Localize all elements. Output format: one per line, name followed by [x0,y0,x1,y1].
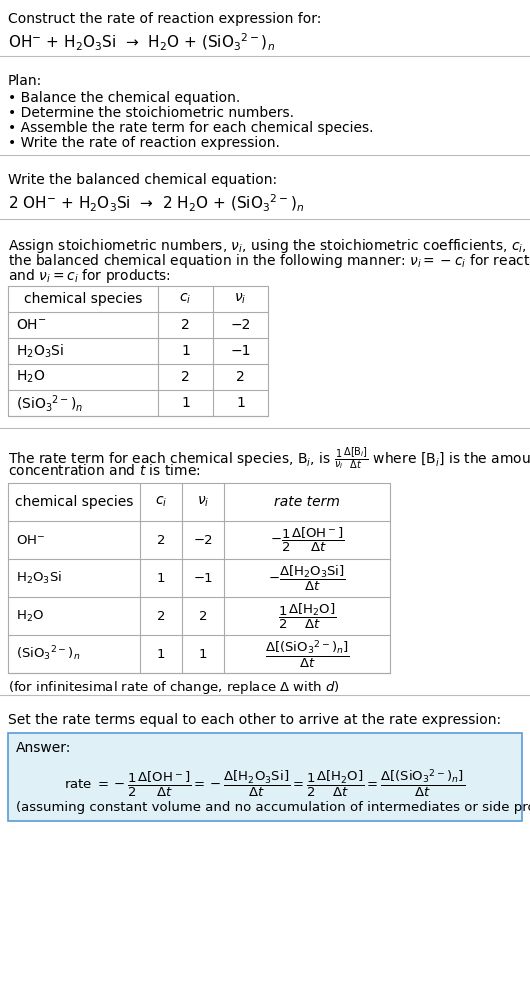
Text: $\dfrac{\Delta[(\mathrm{SiO_3}^{2-})_n]}{\Delta t}$: $\dfrac{\Delta[(\mathrm{SiO_3}^{2-})_n]}… [264,638,349,670]
Text: (for infinitesimal rate of change, replace Δ with $d$): (for infinitesimal rate of change, repla… [8,679,340,696]
Text: 1: 1 [181,344,190,358]
Text: H$_2$O: H$_2$O [16,369,45,385]
Text: $c_i$: $c_i$ [179,292,192,307]
Text: 1: 1 [199,648,207,661]
Text: 2: 2 [199,609,207,623]
Text: −1: −1 [193,571,213,584]
Text: The rate term for each chemical species, B$_i$, is $\frac{1}{\nu_i}\frac{\Delta[: The rate term for each chemical species,… [8,446,530,472]
Text: OH$^{-}$: OH$^{-}$ [16,318,47,332]
Text: rate term: rate term [274,495,340,509]
Text: 2: 2 [181,318,190,332]
Text: 1: 1 [236,396,245,410]
Text: 2: 2 [236,370,245,384]
Text: • Balance the chemical equation.: • Balance the chemical equation. [8,91,240,105]
Text: $-\dfrac{\Delta[\mathrm{H_2O_3Si}]}{\Delta t}$: $-\dfrac{\Delta[\mathrm{H_2O_3Si}]}{\Del… [268,563,346,592]
Text: Plan:: Plan: [8,74,42,88]
Text: H$_2$O: H$_2$O [16,608,44,624]
Text: 2: 2 [157,609,165,623]
Text: • Assemble the rate term for each chemical species.: • Assemble the rate term for each chemic… [8,121,374,135]
Text: $\nu_i$: $\nu_i$ [234,292,246,307]
Text: Assign stoichiometric numbers, $\nu_i$, using the stoichiometric coefficients, $: Assign stoichiometric numbers, $\nu_i$, … [8,237,530,255]
Text: $-\dfrac{1}{2}\dfrac{\Delta[\mathrm{OH}^-]}{\Delta t}$: $-\dfrac{1}{2}\dfrac{\Delta[\mathrm{OH}^… [270,526,344,555]
Text: OH$^{-}$ + H$_2$O$_3$Si  →  H$_2$O + (SiO$_3$$^{2-}$)$_n$: OH$^{-}$ + H$_2$O$_3$Si → H$_2$O + (SiO$… [8,32,275,54]
Text: chemical species: chemical species [24,292,142,306]
Text: concentration and $t$ is time:: concentration and $t$ is time: [8,463,201,478]
Text: 1: 1 [181,396,190,410]
Text: H$_2$O$_3$Si: H$_2$O$_3$Si [16,342,64,360]
Text: $\dfrac{1}{2}\dfrac{\Delta[\mathrm{H_2O}]}{\Delta t}$: $\dfrac{1}{2}\dfrac{\Delta[\mathrm{H_2O}… [278,601,336,631]
Bar [8,733,522,821]
Text: Set the rate terms equal to each other to arrive at the rate expression:: Set the rate terms equal to each other t… [8,713,501,727]
Text: −1: −1 [230,344,251,358]
Text: Answer:: Answer: [16,741,72,755]
Text: • Determine the stoichiometric numbers.: • Determine the stoichiometric numbers. [8,106,294,120]
Text: • Write the rate of reaction expression.: • Write the rate of reaction expression. [8,136,280,150]
Text: 2 OH$^{-}$ + H$_2$O$_3$Si  →  2 H$_2$O + (SiO$_3$$^{2-}$)$_n$: 2 OH$^{-}$ + H$_2$O$_3$Si → 2 H$_2$O + (… [8,193,304,214]
Text: (SiO$_3$$^{2-}$)$_n$: (SiO$_3$$^{2-}$)$_n$ [16,645,81,664]
Text: −2: −2 [231,318,251,332]
Text: −2: −2 [193,534,213,547]
Text: 1: 1 [157,571,165,584]
Text: 2: 2 [181,370,190,384]
Text: Construct the rate of reaction expression for:: Construct the rate of reaction expressio… [8,12,321,26]
Text: rate $= -\dfrac{1}{2}\dfrac{\Delta[\mathrm{OH}^-]}{\Delta t} = -\dfrac{\Delta[\m: rate $= -\dfrac{1}{2}\dfrac{\Delta[\math… [65,767,465,799]
Text: and $\nu_i = c_i$ for products:: and $\nu_i = c_i$ for products: [8,267,171,285]
Bar [8,483,390,673]
Text: $c_i$: $c_i$ [155,495,167,509]
Text: $\nu_i$: $\nu_i$ [197,495,209,509]
Text: the balanced chemical equation in the following manner: $\nu_i = -c_i$ for react: the balanced chemical equation in the fo… [8,252,530,270]
Text: OH$^{-}$: OH$^{-}$ [16,534,45,547]
Text: 1: 1 [157,648,165,661]
Text: 2: 2 [157,534,165,547]
Text: Write the balanced chemical equation:: Write the balanced chemical equation: [8,173,277,187]
Text: chemical species: chemical species [15,495,133,509]
Text: (SiO$_3$$^{2-}$)$_n$: (SiO$_3$$^{2-}$)$_n$ [16,393,83,414]
Text: H$_2$O$_3$Si: H$_2$O$_3$Si [16,570,62,586]
Text: (assuming constant volume and no accumulation of intermediates or side products): (assuming constant volume and no accumul… [16,801,530,814]
Bar [8,286,268,416]
